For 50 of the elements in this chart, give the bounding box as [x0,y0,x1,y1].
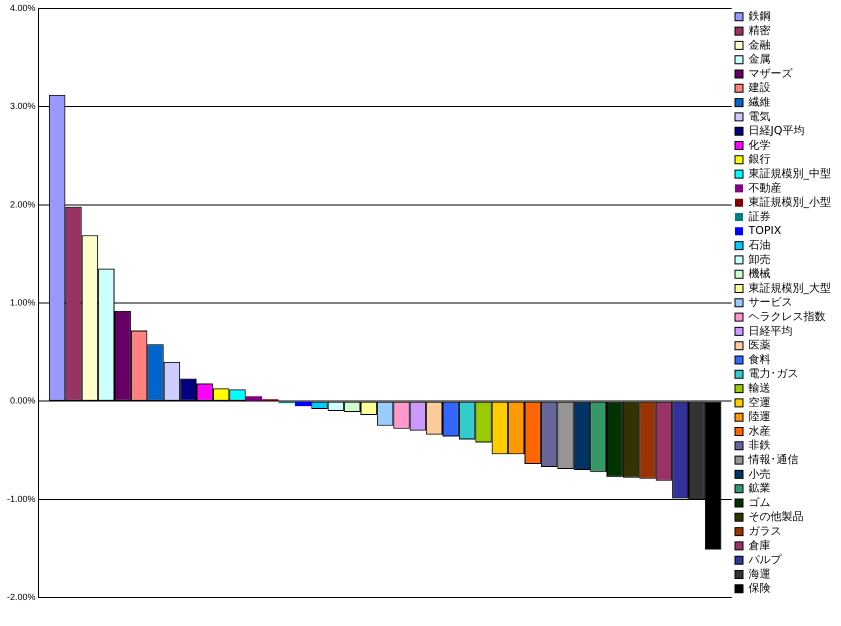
legend-label: 機械 [748,267,770,280]
legend-label: 銀行 [748,152,770,166]
y-tick-label: -1.00% [6,494,36,504]
y-tick-label: 3.00% [10,101,36,112]
legend-label: 電気 [748,110,770,123]
legend-label: 東証規模別_小型 [748,196,831,209]
legend-label: 空運 [748,396,770,409]
legend-label: 金属 [748,52,770,66]
bar [294,402,312,406]
legend-label: 保険 [748,582,770,595]
legend-label: 化学 [748,138,770,152]
legend-label: ヘラクレス指数 [748,310,826,323]
legend-label: パルプ [748,553,782,566]
legend-label: 日経平均 [748,324,792,338]
y-tick-label: 0.00% [10,396,36,406]
legend-label: その他製品 [748,510,804,524]
legend-label: 情報･通信 [748,452,798,466]
legend-label: 東証規模別_中型 [748,166,831,180]
y-tick-label: 1.00% [10,297,36,308]
legend-label: 鉱業 [748,482,770,495]
legend-label: TOPIX [748,224,782,238]
legend-label: 不動産 [748,181,782,194]
legend-label: 陸運 [748,410,770,424]
legend-label: 輸送 [748,381,770,394]
legend-label: 鉄鋼 [748,10,770,23]
legend-label: マザーズ [748,66,794,80]
legend-label: 繊維 [748,95,770,108]
legend-label: 電力･ガス [748,367,798,380]
legend-label: 金融 [748,38,770,52]
legend-label: ガラス [748,524,782,538]
legend-label: 海運 [748,567,770,580]
bar [246,396,262,401]
legend-label: 東証規模別_大型 [748,281,831,294]
legend-label: サービス [748,296,792,309]
legend-label: 日経JQ平均 [748,124,804,138]
legend-label: 医薬 [748,338,770,352]
legend-label: 倉庫 [748,538,770,552]
legend-label: 非鉄 [748,438,770,452]
y-tick-label: -2.00% [6,592,36,602]
legend-label: ゴム [748,496,770,509]
legend-label: 小売 [748,467,770,480]
y-tick-label: 4.00% [10,2,36,13]
legend-label: 証券 [748,210,770,223]
y-tick-label: 2.00% [10,199,36,210]
legend-label: 食料 [748,352,770,366]
legend-label: 建設 [748,81,770,94]
legend-label: 卸売 [748,252,770,266]
legend-label: 石油 [748,238,770,252]
legend-label: 水産 [748,424,770,438]
legend-label: 精密 [748,24,770,37]
